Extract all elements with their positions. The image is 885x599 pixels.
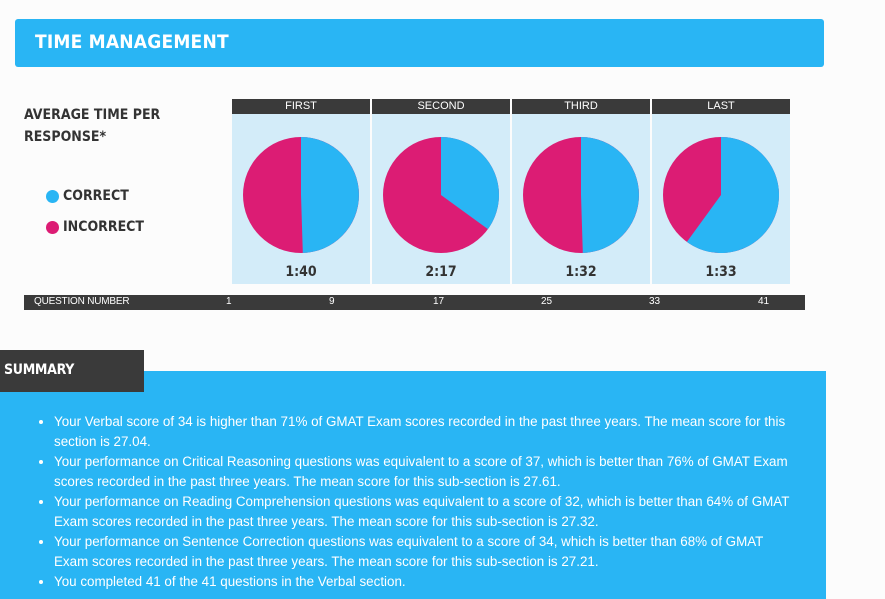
average-time-value: 2:17 [425, 264, 457, 280]
summary-item: Your performance on Reading Comprehensio… [54, 492, 800, 532]
average-time-label: AVERAGE TIME PER RESPONSE* [24, 104, 204, 148]
pie-correct-slice [301, 137, 359, 253]
panel-second: SECOND 2:17 [372, 99, 510, 284]
summary-item: Your Verbal score of 34 is higher than 7… [54, 412, 800, 452]
panel-third: THIRD 1:32 [512, 99, 650, 284]
legend-correct-dot [46, 189, 59, 203]
average-time-label-line2: RESPONSE* [24, 129, 107, 145]
pie-correct-slice [581, 137, 639, 253]
average-time-label-line1: AVERAGE TIME PER [24, 107, 161, 123]
pie-chart [663, 137, 780, 253]
pie-correct-slice [441, 137, 499, 230]
legend-incorrect-dot [46, 220, 59, 234]
pie-chart [523, 137, 639, 253]
panel-body: 1:32 [512, 114, 650, 284]
question-number: 9 [329, 296, 335, 307]
pie-correct-slice [686, 137, 780, 253]
question-number: 17 [433, 296, 445, 307]
average-time-value: 1:40 [285, 264, 317, 280]
summary-item: Your performance on Critical Reasoning q… [54, 452, 800, 492]
question-number-label: QUESTION NUMBER [34, 296, 130, 307]
panel-body: 2:17 [372, 114, 510, 284]
pie-chart [243, 137, 359, 253]
summary-list: Your Verbal score of 34 is higher than 7… [0, 412, 810, 592]
question-number: 41 [758, 296, 770, 307]
summary-panel [0, 371, 826, 599]
section-title: TIME MANAGEMENT [35, 31, 229, 53]
question-number: 25 [541, 296, 553, 307]
question-number: 1 [226, 296, 232, 307]
panel-body: 1:33 [652, 114, 790, 284]
panel-title: LAST [652, 99, 790, 114]
average-time-value: 1:33 [705, 264, 737, 280]
legend-correct-label: CORRECT [63, 188, 129, 204]
average-time-value: 1:32 [565, 264, 597, 280]
summary-item: Your performance on Sentence Correction … [54, 532, 800, 572]
pie-chart [383, 137, 499, 253]
panel-body: 1:40 [232, 114, 370, 284]
section-header: TIME MANAGEMENT [15, 19, 824, 67]
panel-title: SECOND [372, 99, 510, 114]
question-number-bar: QUESTION NUMBER 1 9 17 25 33 41 [24, 295, 805, 310]
panel-first: FIRST 1:40 [232, 99, 370, 284]
summary-item: You completed 41 of the 41 questions in … [54, 572, 800, 592]
legend-incorrect: INCORRECT [46, 219, 144, 235]
summary-tab-label: SUMMARY [4, 362, 75, 378]
panel-title: FIRST [232, 99, 370, 114]
question-number: 33 [649, 296, 661, 307]
panel-last: LAST 1:33 [652, 99, 790, 284]
legend-correct: CORRECT [46, 188, 129, 204]
summary-tab: SUMMARY [0, 350, 144, 392]
panel-title: THIRD [512, 99, 650, 114]
legend-incorrect-label: INCORRECT [63, 219, 145, 235]
